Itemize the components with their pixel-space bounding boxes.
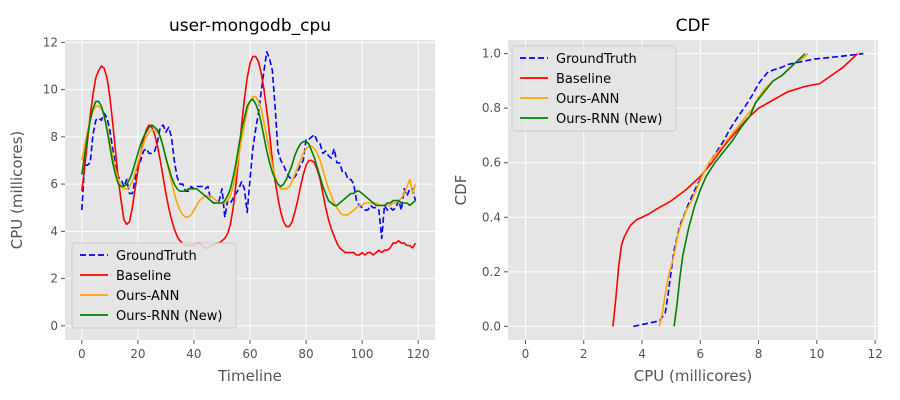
legend-entry: Ours-ANN [556, 92, 619, 107]
x-tick-label: 6 [696, 347, 704, 361]
y-tick-label: 6 [50, 177, 58, 191]
chart-title: user-mongodb_cpu [169, 16, 331, 36]
y-tick-label: 4 [50, 224, 58, 238]
legend-entry: Ours-RNN (New) [116, 309, 222, 324]
series-line-groundtruth [633, 52, 864, 328]
legend-entry: GroundTruth [116, 249, 197, 264]
y-tick-label: 0.6 [482, 156, 501, 170]
y-tick-label: 0.4 [482, 210, 501, 224]
series-line-ours-ann [81, 95, 417, 218]
x-tick-label: 40 [186, 347, 201, 361]
y-tick-label: 10 [43, 83, 58, 97]
y-axis-label: CDF [452, 175, 470, 206]
legend-entry: Baseline [116, 269, 171, 284]
series-line-ours-rnn-new [81, 98, 416, 207]
y-tick-label: 8 [50, 130, 58, 144]
legend-entry: Ours-RNN (New) [556, 112, 662, 127]
series-line-ours-rnn-new [673, 53, 806, 327]
x-axis-label: CPU (millicores) [634, 367, 753, 385]
legend-entry: Ours-ANN [116, 289, 179, 304]
timeline-chart: 0 20 40 60 80 100 120 0 2 4 6 8 10 12 user-mongodb_cpu… [8, 16, 435, 385]
legend: GroundTruth Baseline Ours-ANN Ours-RNN (New… [71, 242, 237, 329]
cdf-chart: 0 2 4 6 8 10 12 0.0 0.2 0.4 0.6 0.8 1.0 CDF CPU (milli… [452, 16, 883, 385]
x-tick-label: 120 [407, 347, 430, 361]
y-tick-label: 0.8 [482, 101, 501, 115]
x-tick-label: 0 [78, 347, 86, 361]
y-tick-label: 0 [50, 319, 58, 333]
x-tick-label: 0 [522, 347, 530, 361]
x-tick-label: 60 [242, 347, 257, 361]
y-tick-label: 12 [43, 35, 58, 49]
x-tick-label: 8 [755, 347, 763, 361]
legend-entry: GroundTruth [556, 52, 637, 67]
x-tick-label: 10 [809, 347, 824, 361]
y-tick-label: 0.2 [482, 265, 501, 279]
x-tick-label: 12 [867, 347, 882, 361]
x-tick-label: 4 [638, 347, 646, 361]
y-tick-label: 1.0 [482, 47, 501, 61]
legend: GroundTruth Baseline Ours-ANN Ours-RNN (New… [511, 45, 677, 132]
y-axis-label: CPU (millicores) [8, 131, 26, 250]
series-line-baseline [81, 55, 417, 256]
x-tick-label: 2 [580, 347, 588, 361]
chart-title: CDF [676, 16, 711, 36]
x-tick-label: 100 [351, 347, 374, 361]
y-tick-label: 0.0 [482, 319, 501, 333]
legend-entry: Baseline [556, 72, 611, 87]
x-tick-label: 80 [298, 347, 313, 361]
y-tick-label: 2 [50, 272, 58, 286]
x-tick-label: 20 [130, 347, 145, 361]
legend-box [511, 45, 677, 132]
legend-box [71, 242, 237, 329]
x-axis-label: Timeline [217, 367, 282, 385]
